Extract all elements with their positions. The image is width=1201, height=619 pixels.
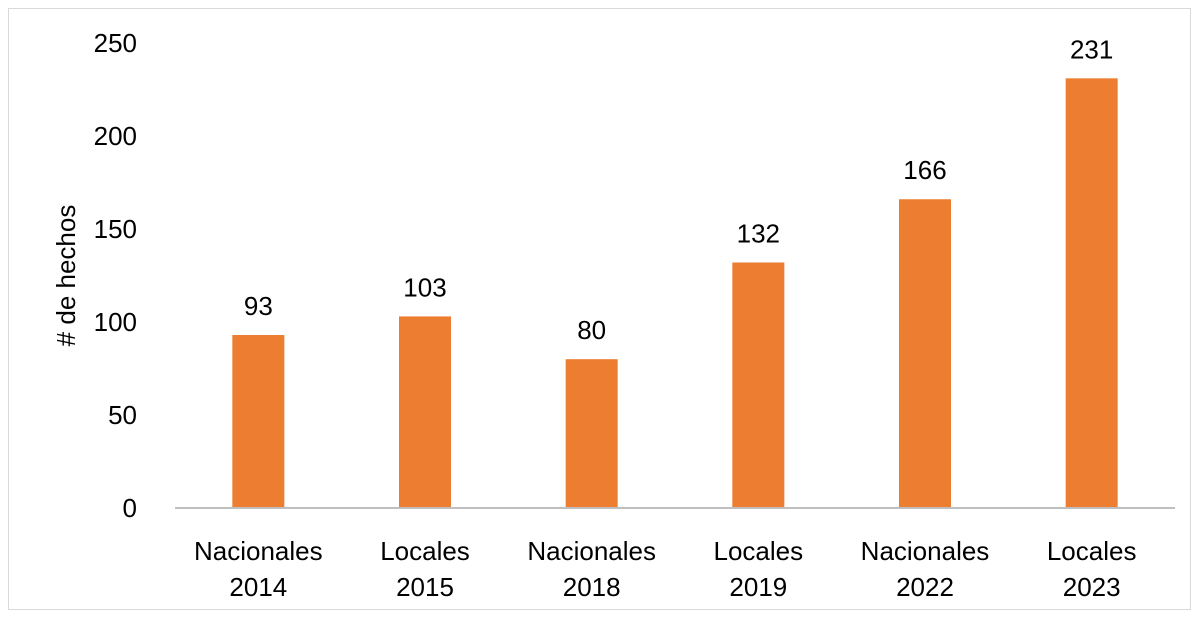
chart-frame <box>8 8 1191 610</box>
x-tick-label: 2019 <box>729 572 787 602</box>
bars <box>232 78 1118 509</box>
bar <box>232 335 285 508</box>
y-tick-label: 250 <box>94 28 137 58</box>
bar <box>899 199 951 509</box>
x-tick-label: Locales <box>1047 536 1137 566</box>
data-label: 132 <box>737 218 780 248</box>
y-axis-label: # de hechos <box>51 205 81 347</box>
x-axis: Nacionales 2014 Locales 2015 Nacionales 2018 L… <box>175 507 1175 602</box>
x-tick-label: Locales <box>380 536 470 566</box>
x-tick-label: Nacionales <box>861 536 990 566</box>
x-tick-label: 2022 <box>896 572 954 602</box>
y-tick-label: 150 <box>94 214 137 244</box>
y-axis: 0 50 100 150 200 250 <box>94 28 137 523</box>
data-label: 93 <box>244 291 273 321</box>
bar <box>565 359 618 508</box>
data-label: 231 <box>1070 34 1113 64</box>
y-tick-label: 50 <box>108 400 137 430</box>
x-tick-label: 2015 <box>396 572 454 602</box>
data-label: 80 <box>577 315 606 345</box>
data-label: 166 <box>903 155 946 185</box>
x-tick-label: 2023 <box>1063 572 1121 602</box>
y-tick-label: 100 <box>94 307 137 337</box>
x-tick-label: Nacionales <box>194 536 323 566</box>
y-tick-label: 200 <box>94 121 137 151</box>
bar <box>1065 78 1118 508</box>
x-tick-label: 2018 <box>563 572 621 602</box>
bar <box>399 316 451 508</box>
data-label: 103 <box>403 272 446 302</box>
data-labels: 93 103 80 132 166 231 <box>244 34 1113 345</box>
x-tick-label: Nacionales <box>527 536 656 566</box>
bar <box>732 262 785 508</box>
x-tick-label: Locales <box>714 536 804 566</box>
x-tick-label: 2014 <box>229 572 287 602</box>
y-tick-label: 0 <box>123 493 137 523</box>
